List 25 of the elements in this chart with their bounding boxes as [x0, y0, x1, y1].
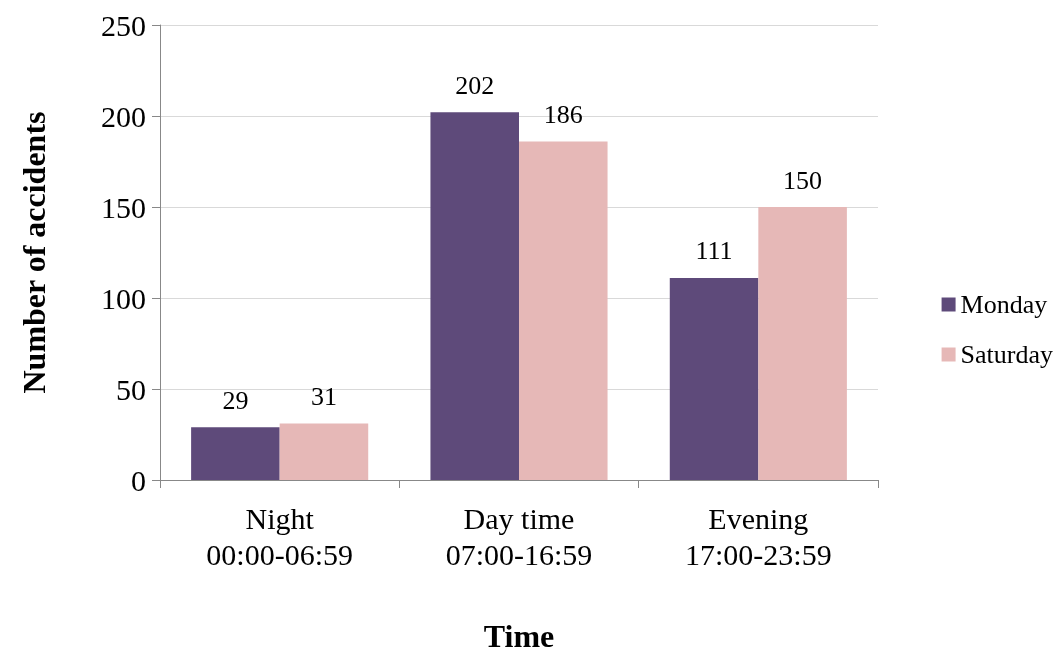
- y-tick-label: 100: [101, 281, 146, 315]
- x-tick-label: Evening 17:00-23:59: [685, 501, 832, 571]
- bar: [279, 423, 369, 480]
- data-label: 150: [783, 165, 823, 195]
- x-tick-label: Day time 07:00-16:59: [445, 501, 593, 571]
- legend-label: Monday: [960, 290, 1048, 319]
- y-tick-label: 0: [131, 463, 146, 497]
- x-tick-label: Night 00:00-06:59: [206, 501, 353, 571]
- bar: [669, 277, 759, 480]
- bar: [519, 141, 608, 480]
- y-tick-label: 200: [101, 99, 146, 133]
- y-axis-title: Number of accidents: [16, 111, 52, 394]
- legend-label: Saturday: [960, 340, 1053, 369]
- y-tick-label: 250: [101, 8, 146, 42]
- x-axis-title: Time: [483, 618, 555, 654]
- data-label: 202: [455, 70, 495, 100]
- bar: [758, 207, 847, 480]
- data-label: 186: [543, 99, 583, 129]
- y-tick-label: 150: [101, 190, 146, 224]
- bar: [430, 112, 519, 480]
- bar: [191, 427, 280, 480]
- data-label: 31: [310, 382, 337, 412]
- data-label: 111: [695, 236, 733, 266]
- data-label: 29: [222, 385, 249, 415]
- y-tick-label: 50: [116, 372, 146, 406]
